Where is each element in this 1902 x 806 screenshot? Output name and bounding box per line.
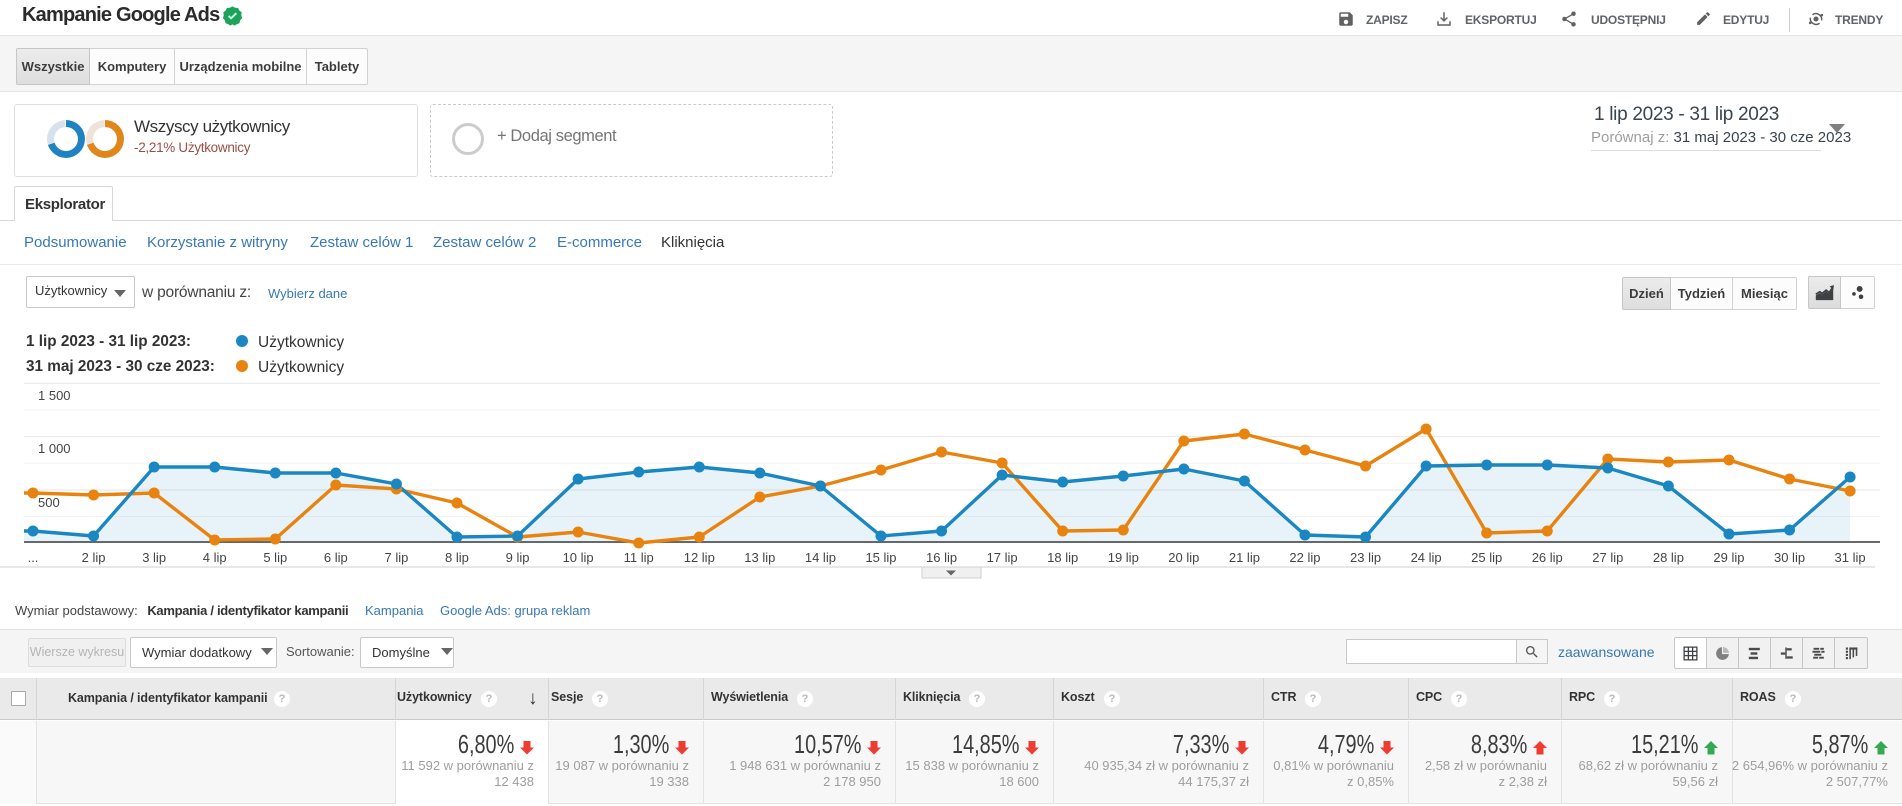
svg-text:9 lip: 9 lip xyxy=(506,550,530,565)
svg-text:3 lip: 3 lip xyxy=(142,550,166,565)
svg-text:5 lip: 5 lip xyxy=(263,550,287,565)
svg-text:23 lip: 23 lip xyxy=(1350,550,1381,565)
svg-text:4 lip: 4 lip xyxy=(203,550,227,565)
svg-text:27 lip: 27 lip xyxy=(1592,550,1623,565)
svg-text:30 lip: 30 lip xyxy=(1774,550,1805,565)
svg-text:18 lip: 18 lip xyxy=(1047,550,1078,565)
svg-text:15 lip: 15 lip xyxy=(865,550,896,565)
svg-text:26 lip: 26 lip xyxy=(1532,550,1563,565)
svg-text:29 lip: 29 lip xyxy=(1713,550,1744,565)
svg-text:7 lip: 7 lip xyxy=(384,550,408,565)
svg-text:14 lip: 14 lip xyxy=(805,550,836,565)
svg-text:28 lip: 28 lip xyxy=(1653,550,1684,565)
svg-text:16 lip: 16 lip xyxy=(926,550,957,565)
svg-text:10 lip: 10 lip xyxy=(563,550,594,565)
svg-text:1 500: 1 500 xyxy=(38,388,71,403)
svg-text:25 lip: 25 lip xyxy=(1471,550,1502,565)
svg-text:2 lip: 2 lip xyxy=(82,550,106,565)
svg-text:12 lip: 12 lip xyxy=(684,550,715,565)
svg-text:11 lip: 11 lip xyxy=(624,550,654,565)
svg-text:31 lip: 31 lip xyxy=(1835,550,1866,565)
svg-text:22 lip: 22 lip xyxy=(1289,550,1320,565)
svg-text:1 000: 1 000 xyxy=(38,441,71,456)
svg-text:24 lip: 24 lip xyxy=(1411,550,1442,565)
svg-text:17 lip: 17 lip xyxy=(987,550,1018,565)
svg-text:...: ... xyxy=(28,550,39,565)
svg-text:500: 500 xyxy=(38,495,60,510)
svg-text:13 lip: 13 lip xyxy=(744,550,775,565)
svg-text:8 lip: 8 lip xyxy=(445,550,469,565)
svg-text:19 lip: 19 lip xyxy=(1108,550,1139,565)
svg-text:21 lip: 21 lip xyxy=(1229,550,1260,565)
svg-text:6 lip: 6 lip xyxy=(324,550,348,565)
svg-text:20 lip: 20 lip xyxy=(1168,550,1199,565)
